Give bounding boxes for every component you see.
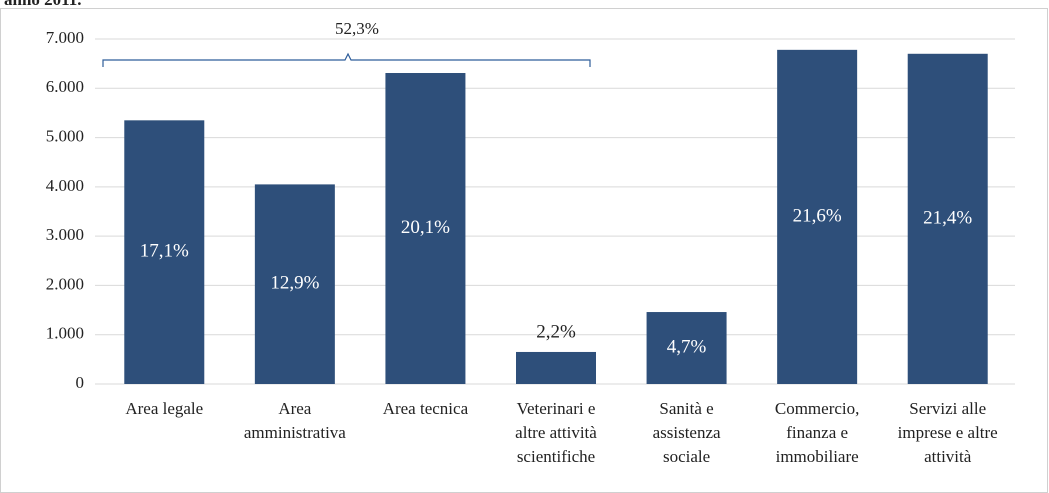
annotation: 52,3% [335,19,379,38]
bar [777,49,858,384]
bar [646,312,727,384]
x-tick-label: Area amministrativa [244,399,346,442]
chart-title: anno 2011. [4,0,81,9]
bar [907,53,988,385]
data-label: 21,4% [923,207,972,228]
data-label: 21,6% [793,205,842,226]
x-tick-label: Veterinari e altre attività scientifiche [515,399,597,466]
bar [516,351,596,384]
y-tick-label: 1.000 [46,324,84,343]
x-tick-label: Servizi alle imprese e altre attività [898,399,998,466]
bar [254,184,335,384]
y-tick-label: 6.000 [46,77,84,96]
data-label: 17,1% [140,241,189,262]
y-tick-label: 0 [76,373,85,392]
data-label: 4,7% [667,336,707,357]
y-tick-label: 2.000 [46,274,84,293]
x-tick-label: Sanità e assistenza sociale [653,399,721,466]
data-label: 2,2% [536,321,576,342]
x-tick-label: Area legale [125,399,203,418]
y-tick-label: 7.000 [46,28,84,47]
y-tick-label: 3.000 [46,225,84,244]
bar [124,120,205,385]
x-tick-label: Area tecnica [383,399,469,418]
bar [385,73,466,384]
data-label: 12,9% [270,273,319,294]
y-tick-label: 5.000 [46,126,84,145]
x-tick-label: Commercio, finanza e immobiliare [775,399,860,466]
bracket [102,52,591,67]
data-label: 20,1% [401,217,450,238]
y-tick-label: 4.000 [46,176,84,195]
